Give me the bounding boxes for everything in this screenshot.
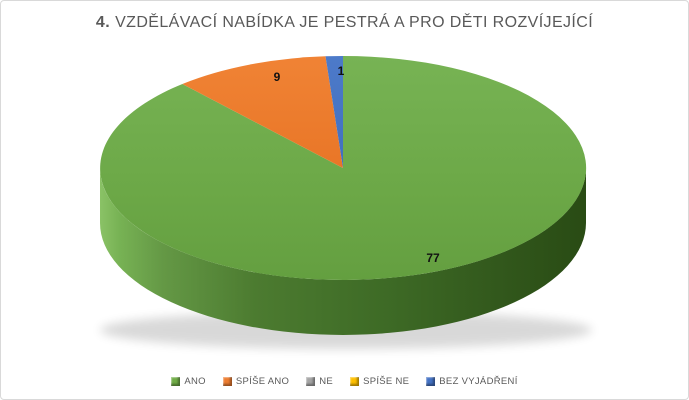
pie-side-wall bbox=[100, 168, 586, 335]
legend-label-spise-ne: SPÍŠE NE bbox=[363, 376, 410, 387]
legend-marker-bez-vyjadreni bbox=[426, 377, 436, 386]
legend-item-spise-ne[interactable]: SPÍŠE NE bbox=[350, 376, 409, 387]
legend-label-bez-vyjadreni: BEZ VYJÁDŘENÍ bbox=[439, 376, 518, 387]
data-label-ano: 77 bbox=[426, 251, 440, 265]
legend-marker-spise-ne bbox=[350, 377, 360, 386]
legend-label-ne: NE bbox=[319, 376, 334, 387]
legend-item-ano[interactable]: ANO bbox=[171, 376, 206, 387]
data-label-bez-vyjadreni: 1 bbox=[338, 64, 345, 78]
pie-slice-spise-ano[interactable] bbox=[182, 56, 343, 168]
chart-title-text: VZDĚLÁVACÍ NABÍDKA JE PESTRÁ A PRO DĚTI … bbox=[115, 14, 594, 31]
chart-title-number: 4. bbox=[95, 14, 111, 31]
chart-title: 4. VZDĚLÁVACÍ NABÍDKA JE PESTRÁ A PRO DĚT… bbox=[1, 14, 688, 32]
legend-marker-ano bbox=[171, 377, 181, 386]
legend-label-spise-ano: SPÍŠE ANO bbox=[235, 376, 290, 387]
pie-slice-bez-vyjadreni[interactable] bbox=[325, 56, 344, 168]
legend-marker-ne bbox=[306, 377, 316, 386]
pie-slice-ano[interactable] bbox=[100, 55, 587, 280]
legend-label-ano: ANO bbox=[184, 376, 206, 387]
legend-marker-spise-ano bbox=[222, 377, 232, 386]
legend-item-ne[interactable]: NE bbox=[306, 376, 333, 387]
chart-legend: ANO SPÍŠE ANO NE SPÍŠE NE BEZ VYJÁDŘENÍ bbox=[1, 376, 688, 387]
legend-item-bez-vyjadreni[interactable]: BEZ VYJÁDŘENÍ bbox=[426, 376, 517, 387]
data-label-spise-ano: 9 bbox=[274, 70, 281, 84]
legend-item-spise-ano[interactable]: SPÍŠE ANO bbox=[222, 376, 290, 387]
